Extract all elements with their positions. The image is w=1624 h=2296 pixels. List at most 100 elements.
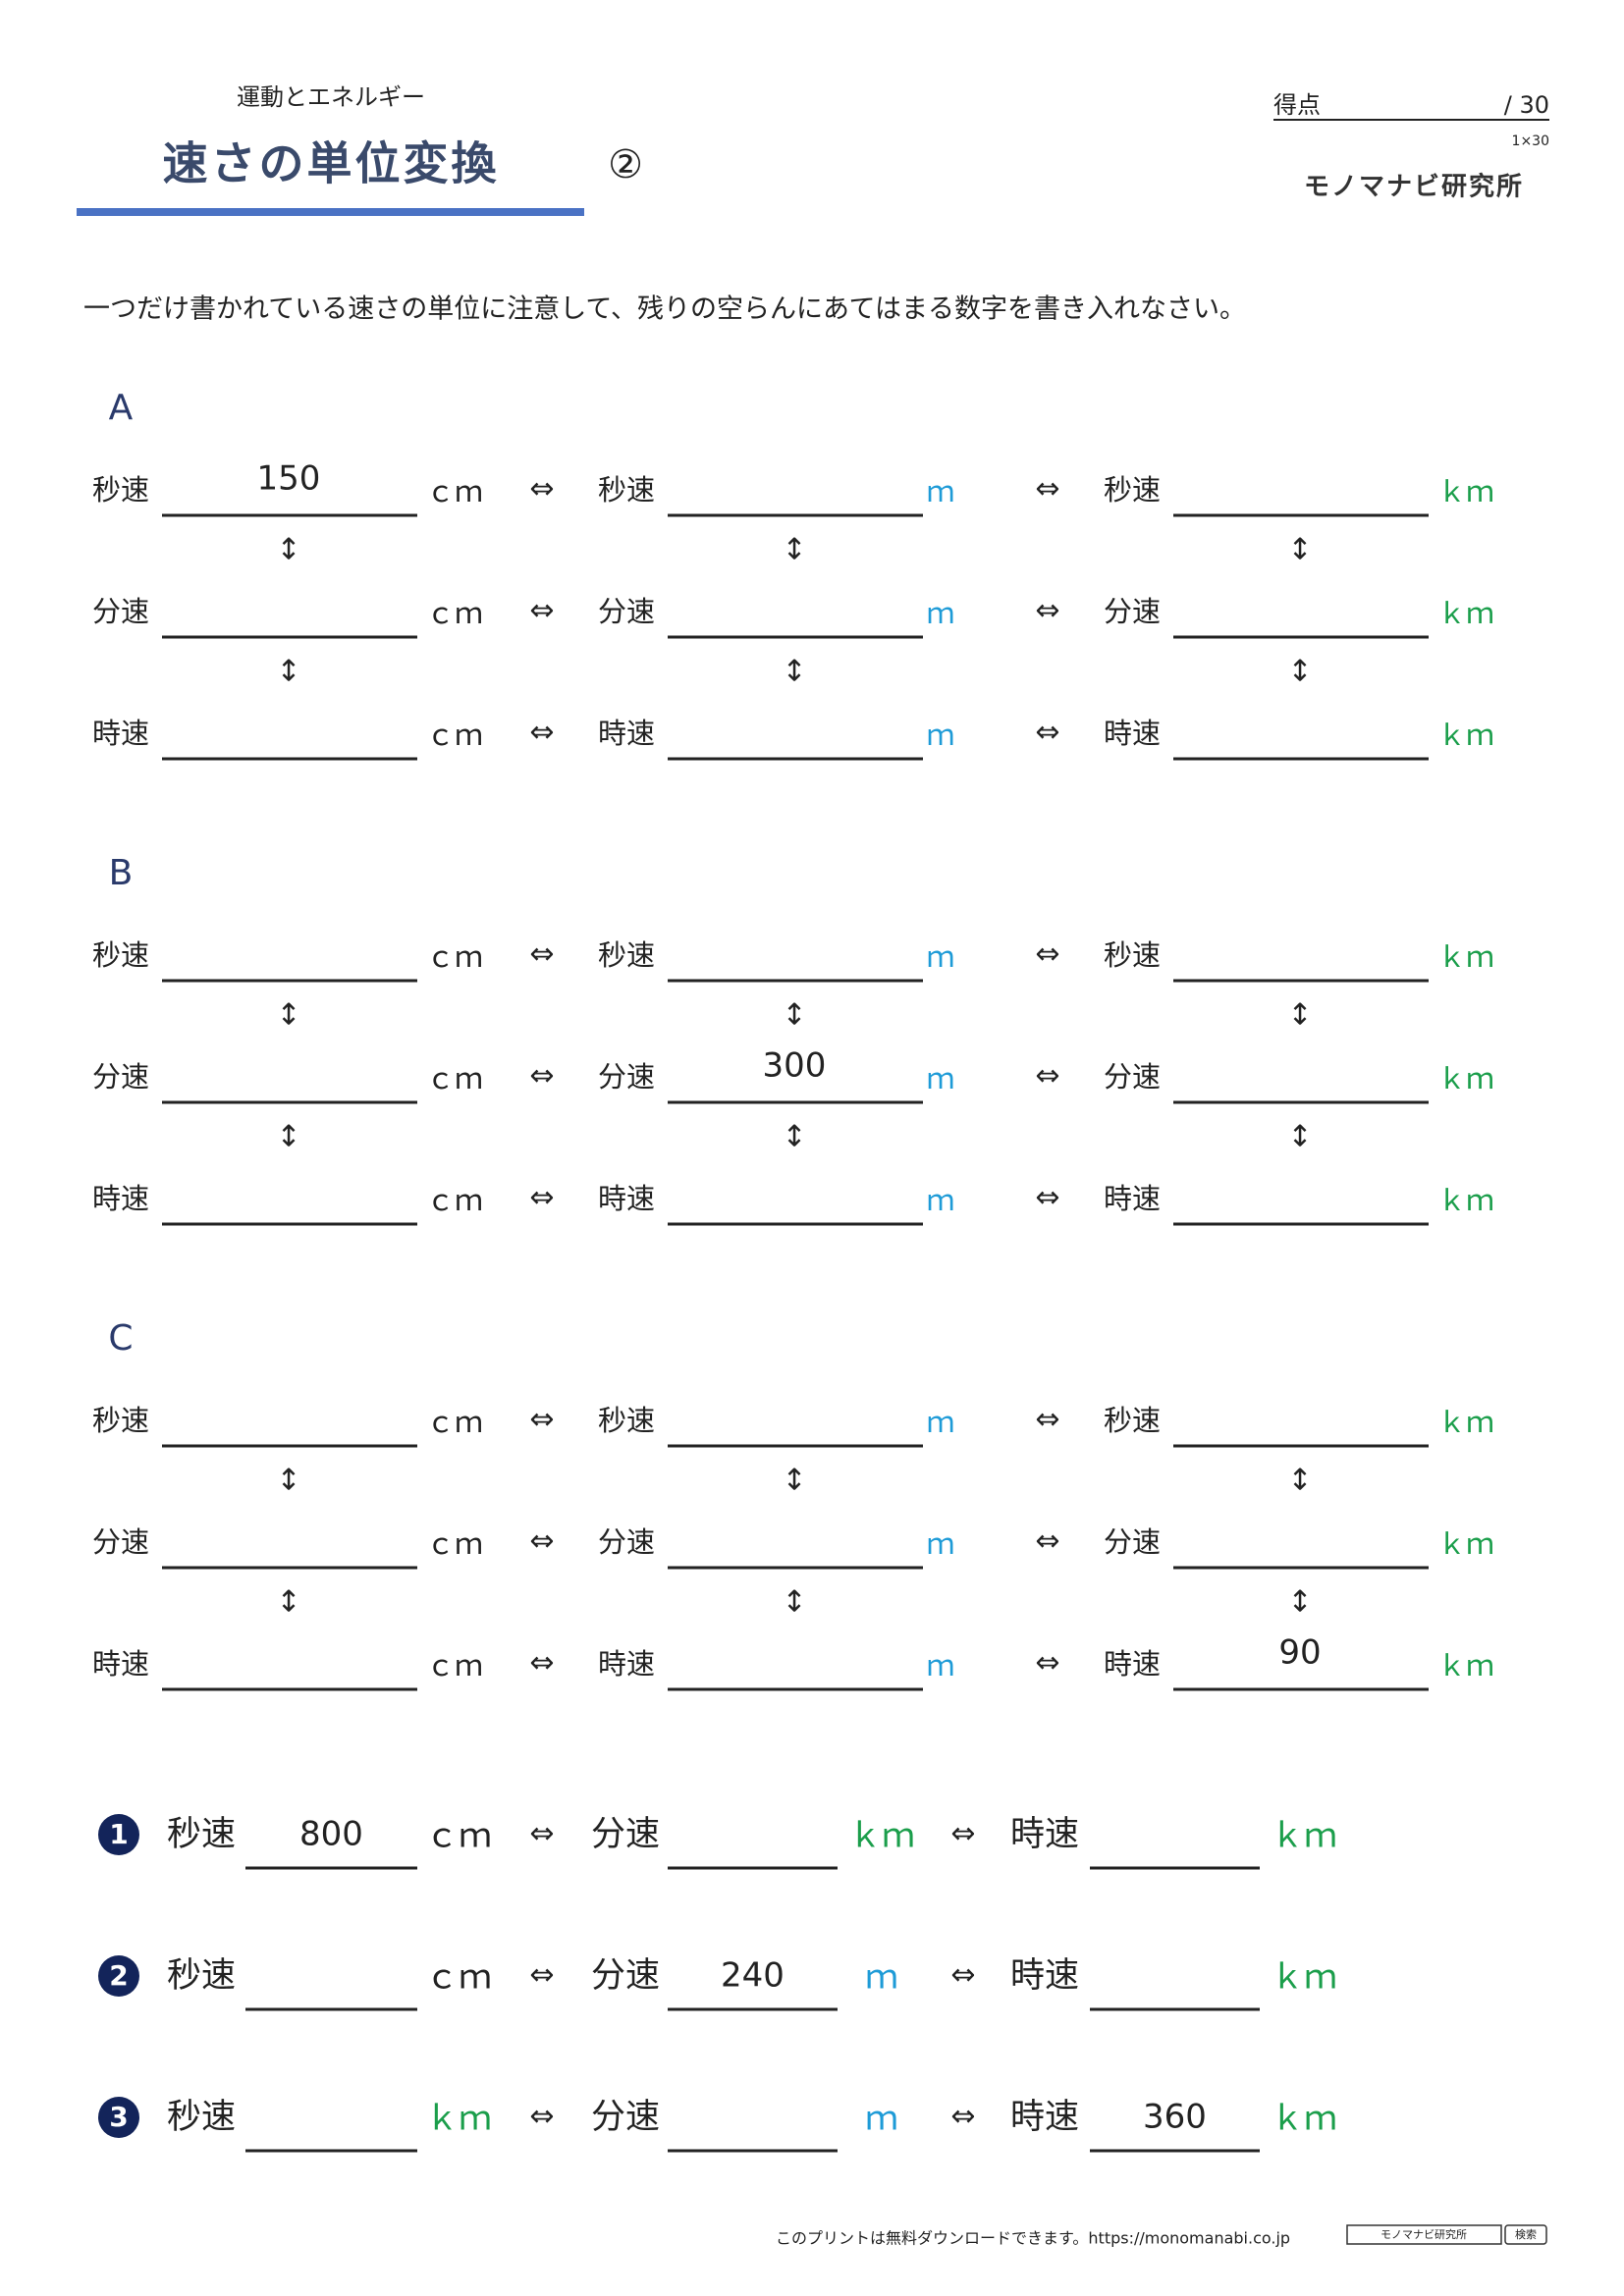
brand: モノマナビ研究所 — [1304, 172, 1524, 202]
unit: ｍ — [926, 1527, 954, 1561]
problem-label: 分速 — [591, 1815, 660, 1854]
score-total: / 30 — [1504, 91, 1549, 119]
row-label: 分速 — [92, 1060, 149, 1094]
unit: ｃｍ — [426, 1527, 483, 1561]
row-label: 秒速 — [598, 1404, 655, 1437]
problem-label: 時速 — [1010, 1815, 1079, 1854]
unit: ｋｍ — [1437, 1406, 1494, 1439]
row-label: 秒速 — [92, 938, 149, 972]
unit: ｋｍ — [1437, 940, 1494, 974]
row-label: 分速 — [598, 1525, 655, 1559]
row-label: 分速 — [1104, 1525, 1161, 1559]
unit: ｃｍ — [426, 1406, 483, 1439]
vertical-arrow: ↕ — [276, 1120, 300, 1154]
given-value: 300 — [763, 1046, 827, 1086]
vertical-arrow: ↕ — [276, 998, 300, 1033]
unit: ｋｍ — [1437, 1184, 1494, 1217]
unit: ｃｍ — [426, 1062, 483, 1095]
problem-badge — [98, 2097, 139, 2138]
vertical-arrow: ↕ — [1287, 533, 1312, 567]
unit: ｋｍ — [1437, 1649, 1494, 1682]
equivalent-arrow: ⇔ — [1035, 472, 1059, 507]
equivalent-arrow: ⇔ — [1035, 1181, 1059, 1215]
equivalent-arrow: ⇔ — [529, 937, 554, 972]
vertical-arrow: ↕ — [1287, 1585, 1312, 1620]
equivalent-arrow: ⇔ — [529, 1646, 554, 1681]
problem-label: 分速 — [591, 1956, 660, 1996]
title-underline — [77, 208, 584, 216]
row-label: 分速 — [598, 595, 655, 628]
given-value: 240 — [721, 1956, 785, 1996]
search-button[interactable] — [1504, 2224, 1547, 2245]
row-label: 時速 — [1104, 717, 1161, 750]
vertical-arrow: ↕ — [782, 998, 806, 1033]
problem-label: 秒速 — [167, 1815, 236, 1854]
vertical-arrow: ↕ — [276, 655, 300, 689]
row-label: 分速 — [1104, 1060, 1161, 1094]
vertical-arrow: ↕ — [782, 1464, 806, 1498]
unit: ｃｍ — [425, 1958, 492, 1998]
footer-text: このプリントは無料ダウンロードできます。https://monomanabi.c… — [776, 2229, 1290, 2248]
equivalent-arrow: ⇔ — [950, 2100, 975, 2134]
row-label: 分速 — [92, 595, 149, 628]
unit: ｃｍ — [426, 597, 483, 630]
unit: ｍ — [926, 597, 954, 630]
row-label: 秒速 — [598, 938, 655, 972]
vertical-arrow: ↕ — [782, 655, 806, 689]
unit: ｋｍ — [425, 2100, 492, 2139]
vertical-arrow: ↕ — [276, 1464, 300, 1498]
unit: ｋｍ — [1437, 597, 1494, 630]
given-value: 800 — [299, 1815, 363, 1854]
equivalent-arrow: ⇔ — [529, 1524, 554, 1559]
problem-label: 秒速 — [167, 2098, 236, 2137]
equivalent-arrow: ⇔ — [1035, 1646, 1059, 1681]
unit: ｍ — [926, 1184, 954, 1217]
row-label: 時速 — [92, 1647, 149, 1681]
row-label: 時速 — [598, 1647, 655, 1681]
row-label: 時速 — [1104, 1182, 1161, 1215]
row-label: 秒速 — [92, 1404, 149, 1437]
given-value: 360 — [1143, 2098, 1207, 2137]
equivalent-arrow: ⇔ — [529, 2100, 554, 2134]
score-note: 1×30 — [1512, 133, 1549, 149]
row-label: 秒速 — [598, 473, 655, 507]
unit: ｋｍ — [1437, 1062, 1494, 1095]
unit: ｋｍ — [1437, 475, 1494, 508]
unit: ｃｍ — [425, 1817, 492, 1856]
equivalent-arrow: ⇔ — [1035, 716, 1059, 750]
equivalent-arrow: ⇔ — [529, 472, 554, 507]
equivalent-arrow: ⇔ — [1035, 1059, 1059, 1094]
problem-number: 3 — [109, 2101, 128, 2133]
vertical-arrow: ↕ — [782, 1120, 806, 1154]
unit: ｍ — [865, 2100, 898, 2139]
equivalent-arrow: ⇔ — [529, 716, 554, 750]
unit: ｍ — [926, 475, 954, 508]
score-label: 得点 — [1273, 91, 1321, 119]
equivalent-arrow: ⇔ — [950, 1817, 975, 1851]
problem-label: 時速 — [1010, 2098, 1079, 2137]
unit: ｋｍ — [1271, 2100, 1337, 2139]
equivalent-arrow: ⇔ — [1035, 594, 1059, 628]
problem-label: 分速 — [591, 2098, 660, 2137]
unit: ｋｍ — [1271, 1817, 1337, 1856]
section-label: C — [108, 1318, 133, 1359]
problem-label: 時速 — [1010, 1956, 1079, 1996]
search-text: モノマナビ研究所 — [1380, 2227, 1467, 2241]
row-label: 秒速 — [92, 473, 149, 507]
row-label: 時速 — [92, 717, 149, 750]
unit: ｃｍ — [426, 475, 483, 508]
equivalent-arrow: ⇔ — [529, 1958, 554, 1993]
problem-number: 1 — [109, 1818, 128, 1850]
row-label: 分速 — [92, 1525, 149, 1559]
search-box[interactable] — [1346, 2224, 1502, 2245]
equivalent-arrow: ⇔ — [1035, 1524, 1059, 1559]
instructions: 一つだけ書かれている速さの単位に注意して、残りの空らんにあてはまる数字を書き入れ… — [83, 294, 1246, 325]
unit: ｃｍ — [426, 719, 483, 752]
problem-badge — [98, 1955, 139, 1997]
title: 速さの単位変換 — [163, 137, 500, 190]
unit: ｍ — [865, 1958, 898, 1998]
equivalent-arrow: ⇔ — [529, 1059, 554, 1094]
unit: ｋｍ — [1437, 1527, 1494, 1561]
equivalent-arrow: ⇔ — [529, 594, 554, 628]
